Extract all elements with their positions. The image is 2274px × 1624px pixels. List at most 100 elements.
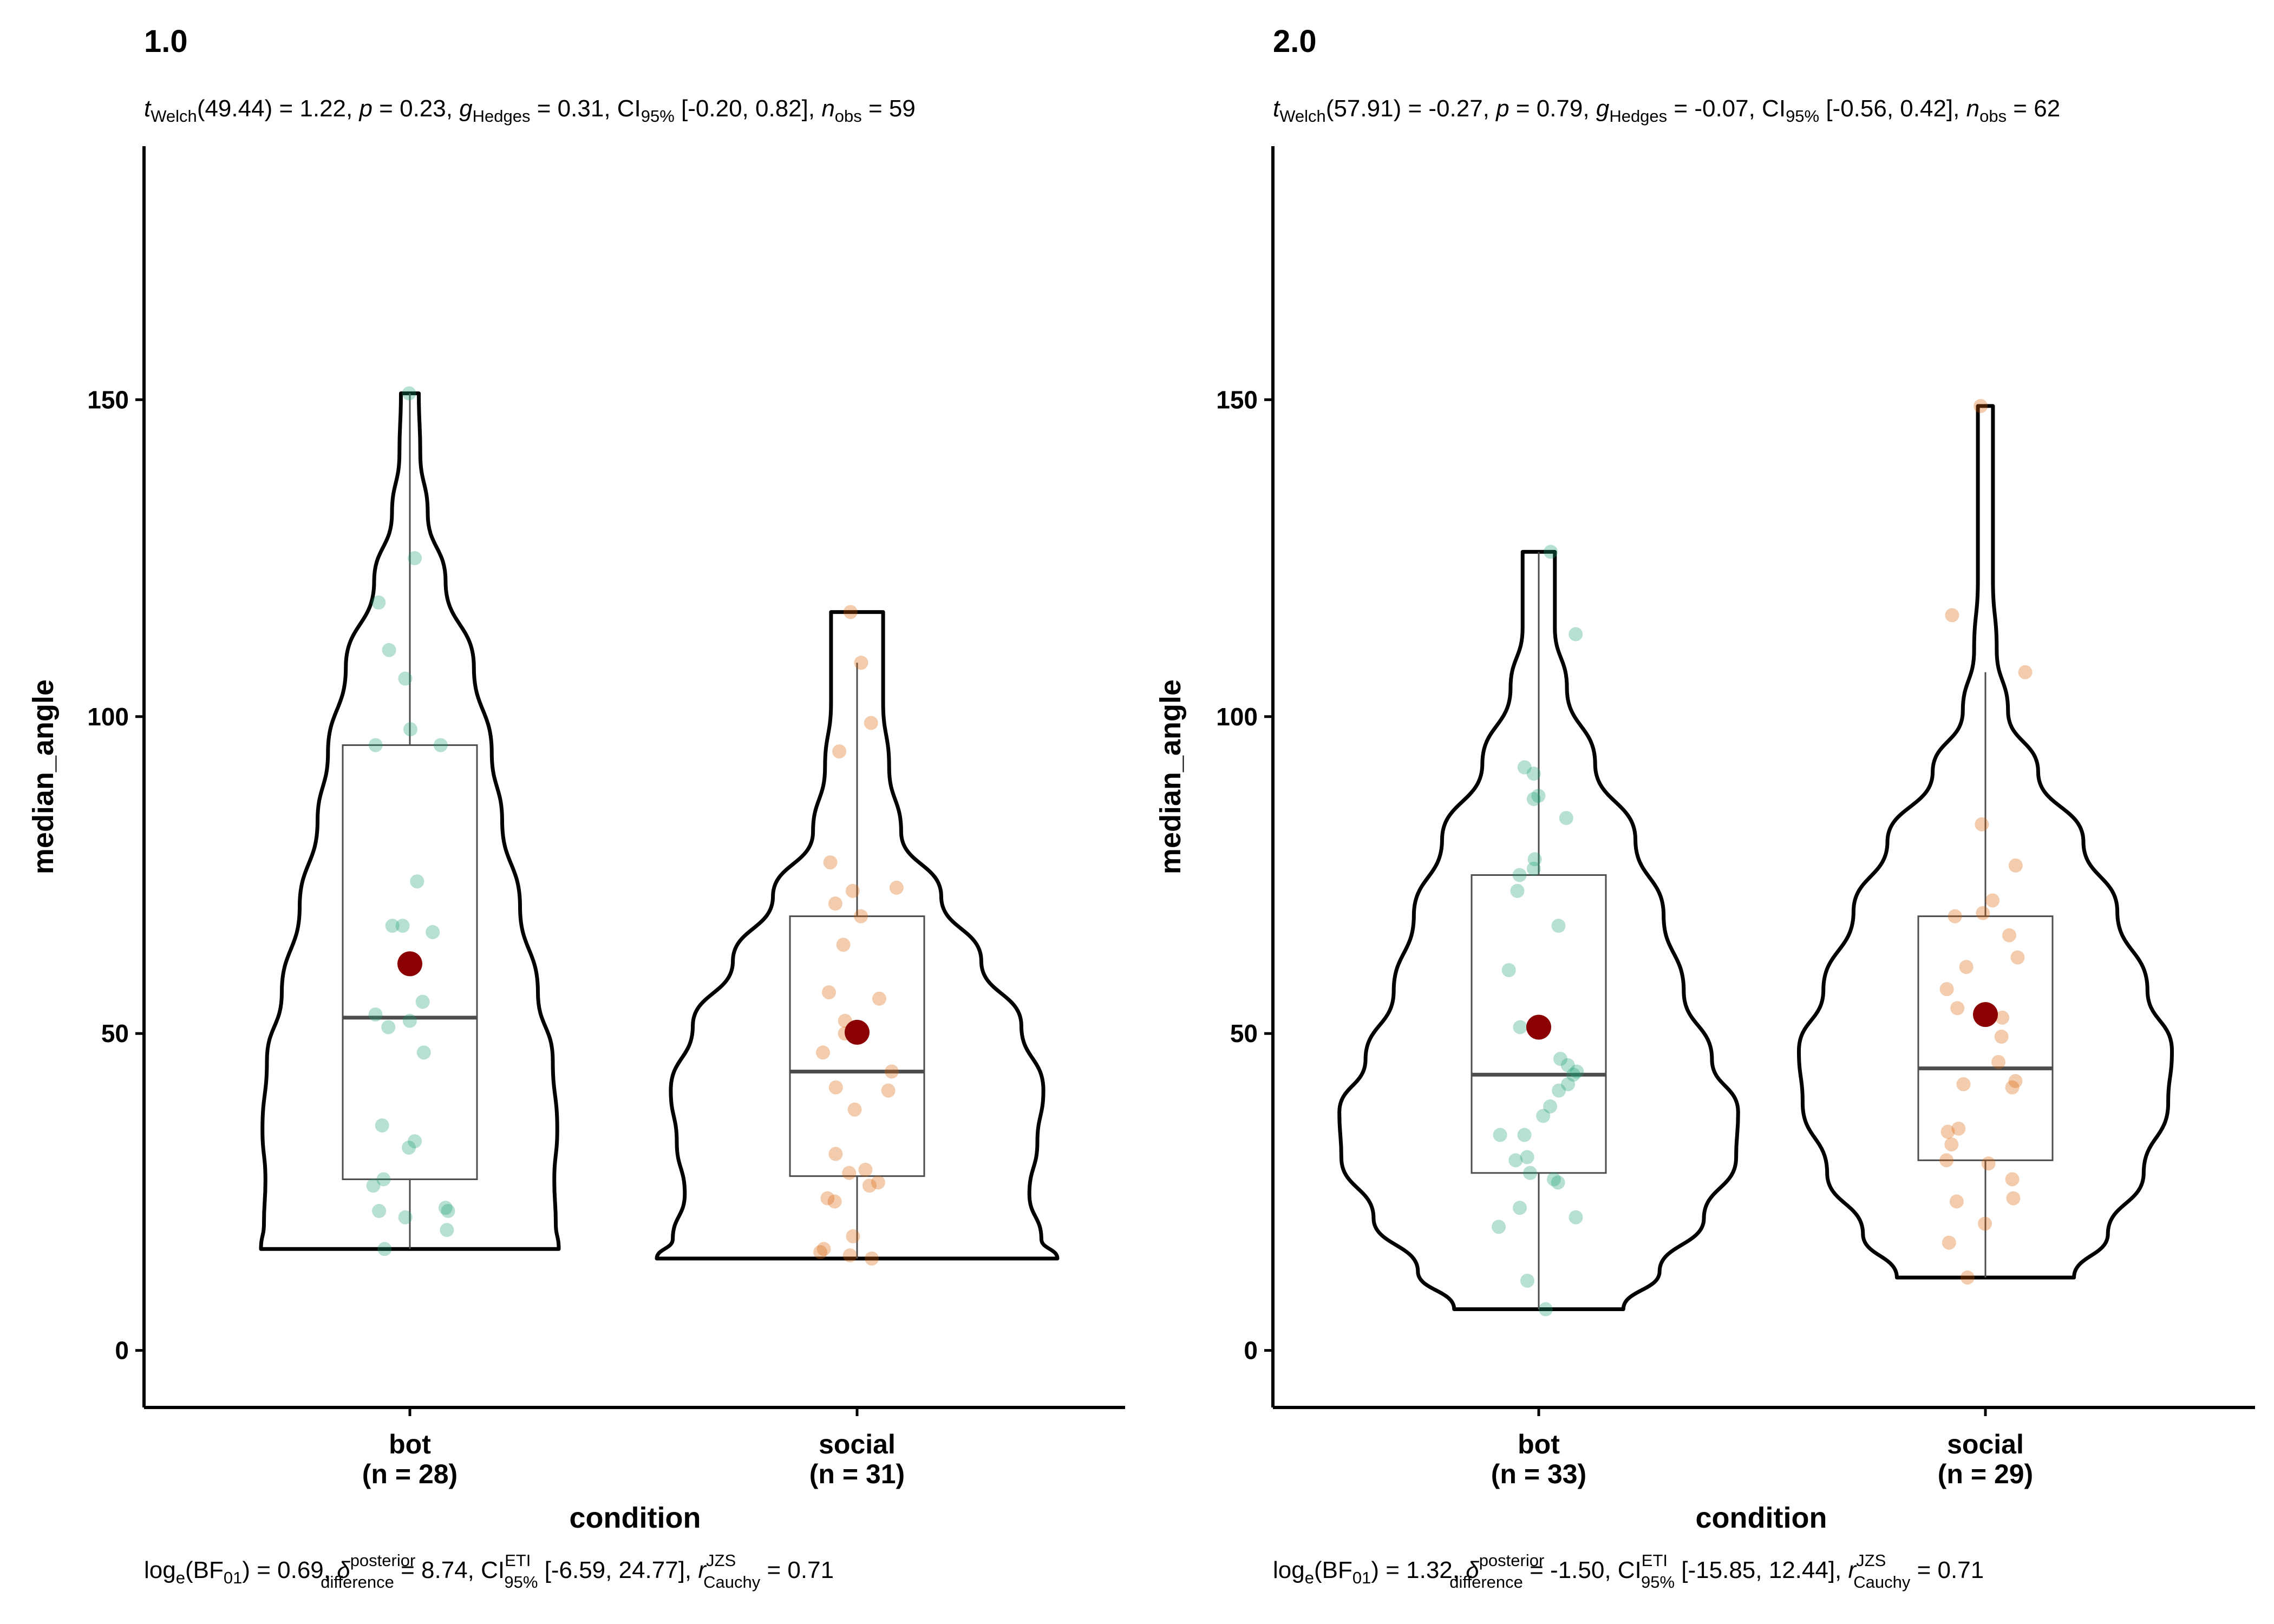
y-tick-label: 150 — [1216, 385, 1258, 414]
mean-point — [845, 1019, 870, 1045]
data-point — [1501, 963, 1516, 978]
data-point — [395, 919, 410, 933]
data-point — [441, 1204, 455, 1219]
box — [1917, 915, 2054, 1161]
y-tick-label: 0 — [115, 1337, 129, 1365]
data-point — [1551, 1175, 1565, 1190]
data-point — [1551, 919, 1566, 933]
panel-subtitle: tWelch(49.44) = 1.22, p = 0.23, gHedges … — [144, 95, 916, 126]
data-point — [1526, 861, 1541, 876]
data-point — [842, 1248, 857, 1262]
data-point — [1974, 399, 1988, 414]
data-point — [372, 1204, 387, 1219]
data-point — [813, 1245, 828, 1260]
data-point — [368, 738, 383, 752]
x-tick-count-label: (n = 33) — [1491, 1459, 1586, 1489]
data-point — [827, 1194, 842, 1209]
data-point — [402, 386, 416, 401]
x-tick-label: bot — [1518, 1429, 1560, 1459]
data-point — [1513, 1020, 1527, 1034]
data-point — [2002, 928, 2016, 942]
violin-outline — [1337, 549, 1740, 1312]
box — [1471, 874, 1607, 1174]
data-point — [371, 595, 386, 610]
data-point — [1527, 852, 1542, 867]
mean-point — [397, 951, 422, 977]
data-point — [1546, 1172, 1561, 1187]
plot-area: 0 50 100 150 bot(n = 33) social(n = 29) — [1216, 146, 2255, 1489]
data-point — [1536, 1109, 1551, 1123]
panel-2: 2.0 tWelch(57.91) = -0.27, p = 0.79, gHe… — [1154, 24, 2255, 1592]
group-bot — [259, 386, 561, 1256]
data-point — [381, 1020, 396, 1034]
data-point — [410, 874, 424, 889]
data-point — [881, 1083, 896, 1098]
y-tick-label: 50 — [1230, 1019, 1258, 1047]
data-point — [836, 938, 851, 952]
data-point — [1526, 767, 1541, 781]
data-point — [1553, 1052, 1567, 1066]
data-point — [1944, 1137, 1959, 1152]
data-point — [1493, 1128, 1507, 1142]
data-point — [377, 1242, 392, 1256]
data-point — [1513, 1201, 1527, 1215]
data-point — [1942, 1235, 1956, 1250]
data-point — [1520, 1273, 1534, 1288]
data-point — [1991, 1055, 2006, 1069]
data-point — [847, 1102, 862, 1117]
x-axis-title: condition — [570, 1502, 701, 1534]
panel-caption: loge(BF01) = 1.32, δposterior difference … — [1273, 1551, 1984, 1592]
data-point — [1560, 1058, 1575, 1072]
data-point — [1940, 1124, 1955, 1139]
data-point — [1523, 1165, 1538, 1180]
data-point — [1531, 789, 1546, 803]
data-point — [858, 1162, 873, 1177]
data-point — [2006, 1191, 2021, 1206]
data-point — [415, 994, 430, 1009]
data-point — [1566, 1068, 1581, 1082]
panel-title: 2.0 — [1273, 24, 1317, 59]
x-axis-title: condition — [1696, 1502, 1827, 1534]
data-point — [1552, 1083, 1566, 1098]
group-social — [655, 605, 1060, 1266]
data-point — [403, 722, 417, 737]
data-point — [1981, 1156, 1996, 1171]
data-point — [1939, 1153, 1954, 1168]
violin-outline — [655, 610, 1060, 1261]
violin-outline — [1796, 404, 2174, 1280]
data-point — [1520, 1150, 1534, 1164]
data-point — [1949, 1194, 1964, 1209]
data-point — [1538, 1302, 1553, 1317]
data-point — [1978, 1216, 1992, 1231]
data-point — [1569, 627, 1583, 641]
data-point — [2008, 858, 2023, 873]
data-point — [815, 1045, 830, 1060]
data-point — [822, 985, 837, 1000]
data-point — [1956, 1077, 1971, 1091]
data-point — [1510, 883, 1525, 898]
data-point — [402, 1013, 417, 1028]
data-point — [2005, 1080, 2020, 1095]
x-tick-count-label: (n = 28) — [362, 1459, 458, 1489]
data-point — [828, 1147, 843, 1161]
data-point — [1959, 960, 1974, 974]
data-point — [438, 1201, 453, 1215]
data-point — [1508, 1153, 1523, 1168]
x-tick-label: bot — [389, 1429, 431, 1459]
plot-area: 0 50 100 150 bot(n = 28) social(n = 31) — [87, 146, 1125, 1489]
data-point — [1544, 545, 1558, 559]
data-point — [871, 1175, 885, 1190]
data-point — [1569, 1210, 1583, 1224]
data-point — [416, 1045, 431, 1060]
data-point — [843, 605, 858, 619]
panel-1: 1.0 tWelch(49.44) = 1.22, p = 0.23, gHed… — [27, 24, 1125, 1592]
data-point — [398, 1210, 413, 1224]
data-point — [385, 919, 400, 933]
data-point — [2008, 1074, 2023, 1089]
data-point — [820, 1191, 835, 1206]
data-point — [2018, 665, 2033, 679]
data-point — [1960, 1270, 1975, 1285]
data-point — [1517, 760, 1532, 775]
data-point — [398, 671, 413, 686]
